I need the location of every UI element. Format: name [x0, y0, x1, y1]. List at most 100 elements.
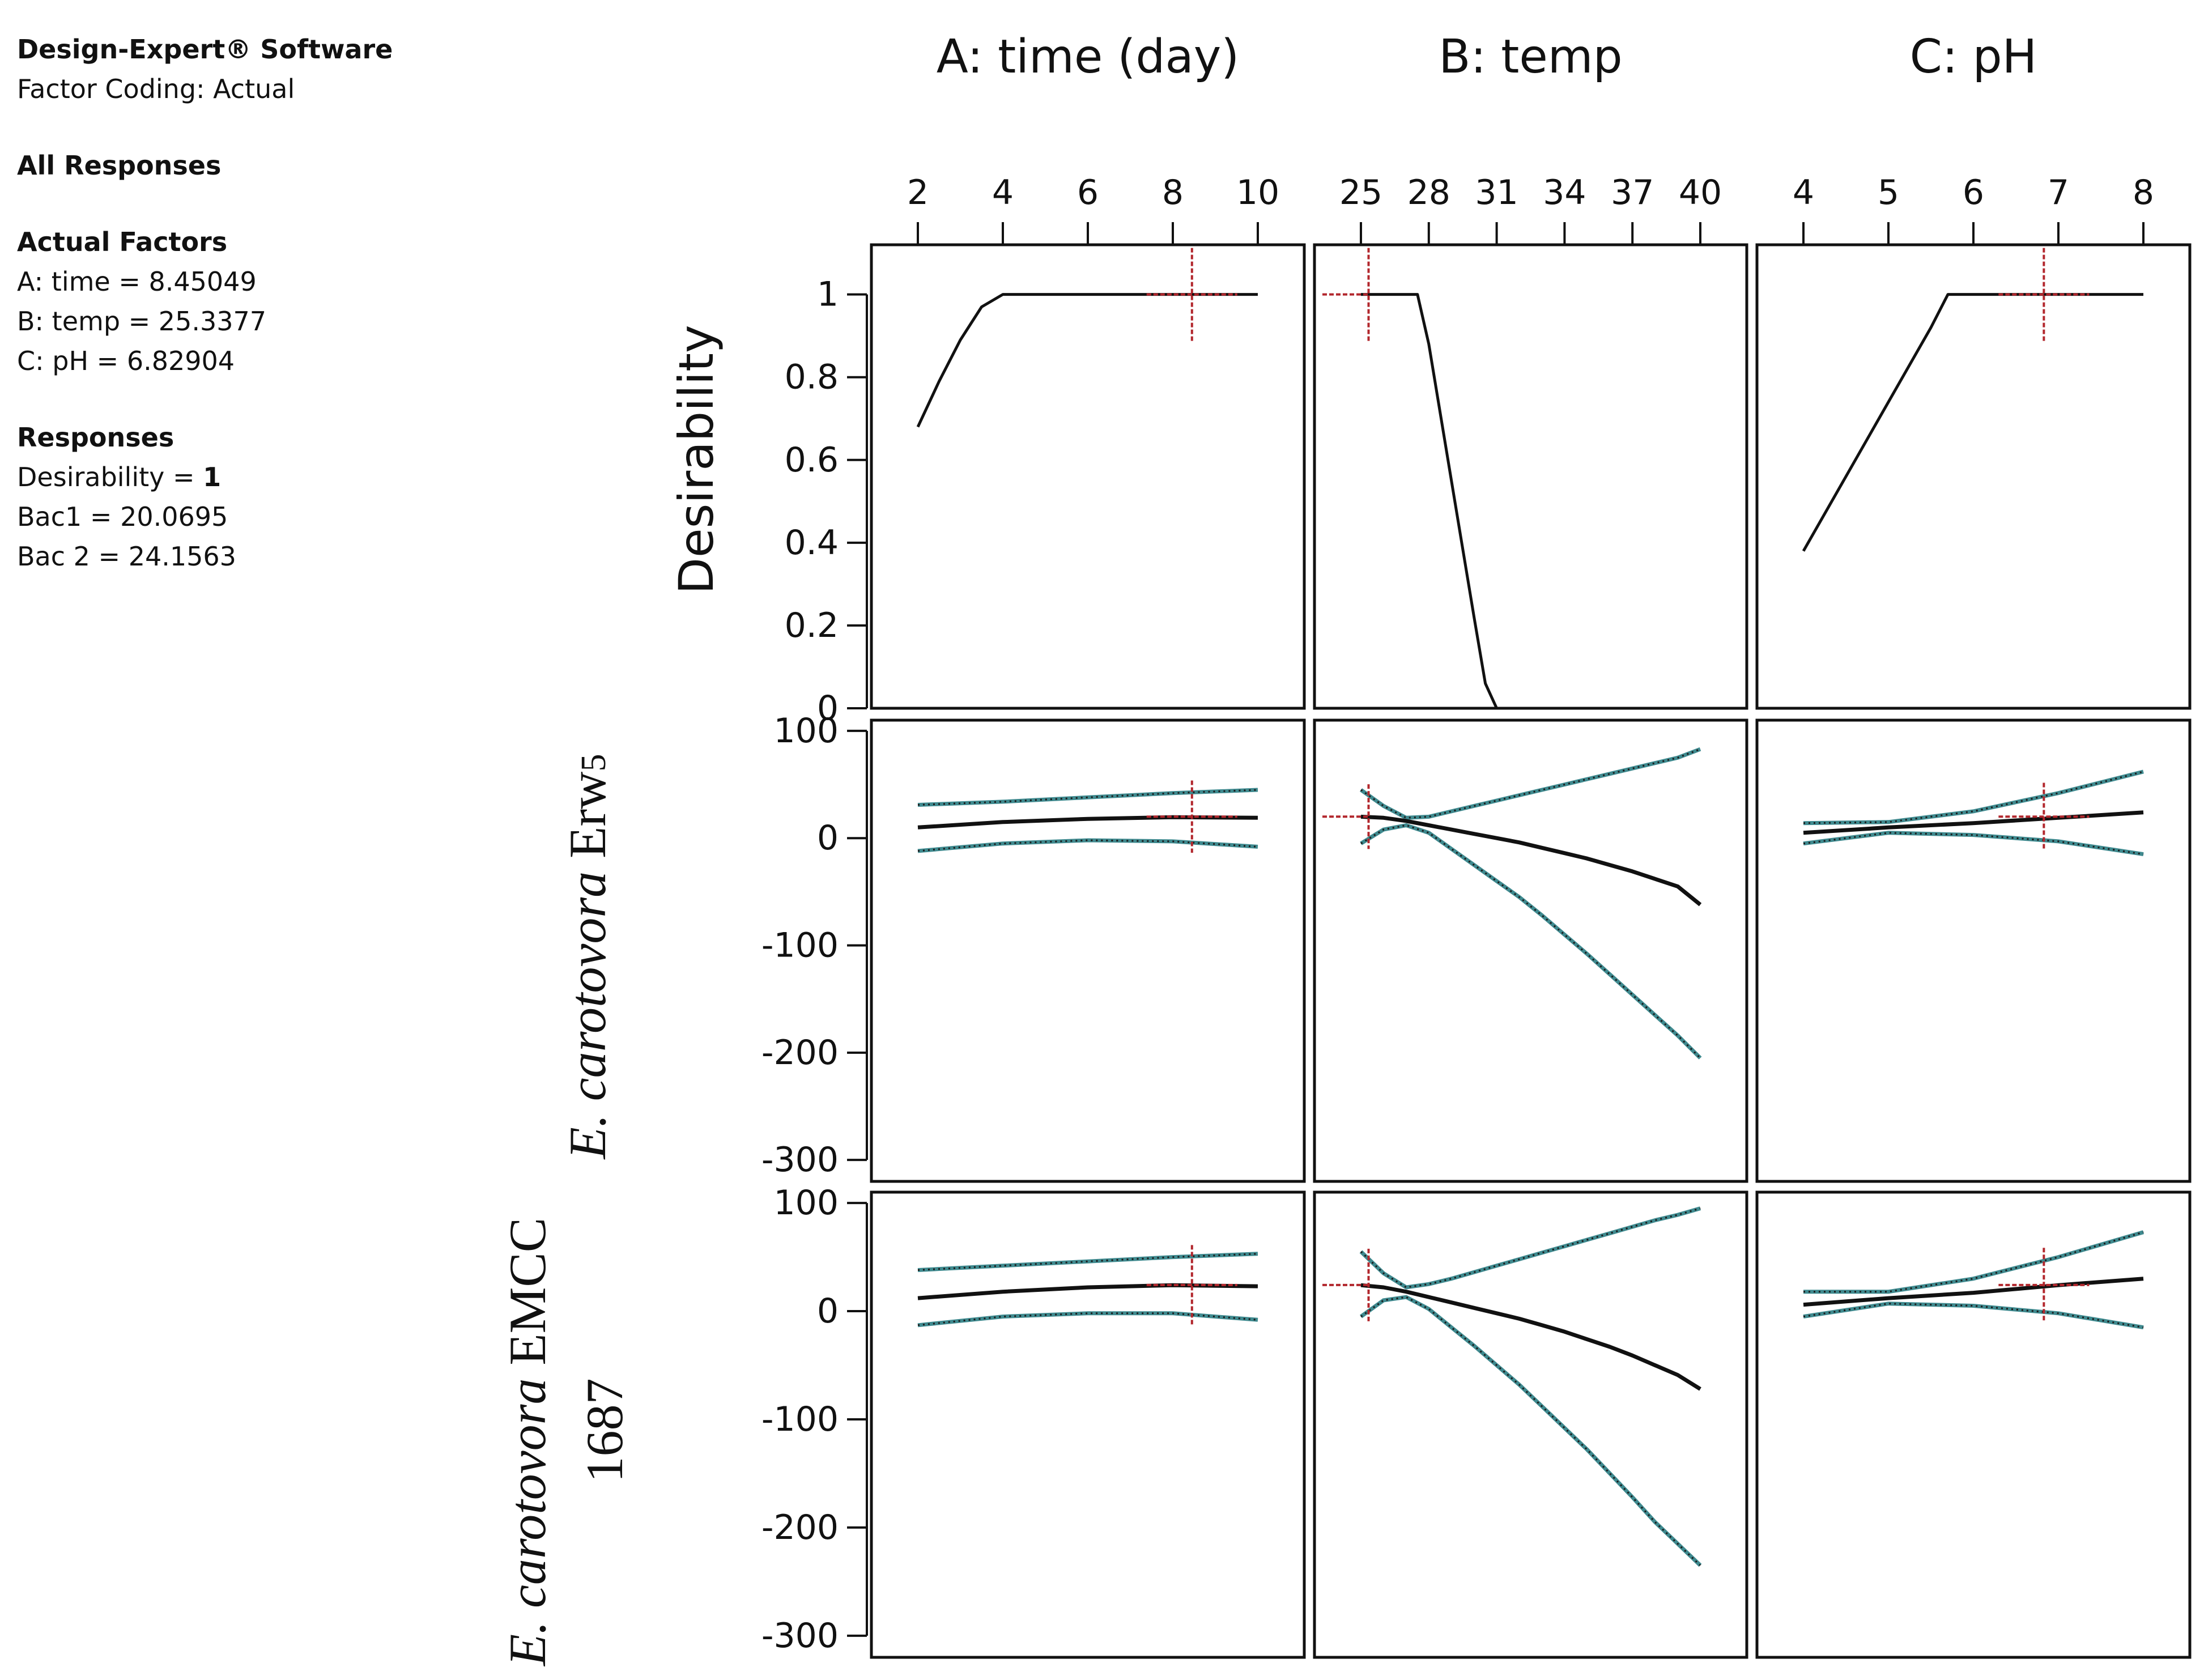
ci-band-upper: [1359, 747, 1701, 820]
ci-band-lower: [1359, 1295, 1702, 1567]
y-tick-label: -200: [761, 1508, 839, 1547]
column-title-B: B: temp: [1439, 30, 1622, 84]
prediction-line: [1803, 1277, 2144, 1307]
panel-frame: [1313, 1190, 1748, 1659]
column-title-C: C: pH: [1910, 30, 2037, 84]
prediction-line: [1361, 293, 1700, 710]
ci-band-lower: [917, 838, 1258, 853]
x-tick-label: 25: [1339, 173, 1382, 212]
y-tick-label: -100: [761, 926, 839, 966]
x-tick-label: 4: [1793, 173, 1814, 212]
panel-frame: [1313, 718, 1748, 1183]
y-tick-label: 0: [817, 818, 839, 858]
x-tick-label: 5: [1878, 173, 1899, 212]
panel-bac2-A: [870, 1190, 1306, 1659]
all-responses-heading: All Responses: [17, 150, 222, 181]
y-tick-label: -300: [761, 1616, 839, 1656]
x-tick-label: 28: [1407, 173, 1450, 212]
ci-band-lower-dots: [917, 839, 1258, 852]
x-tick-label: 6: [1077, 173, 1099, 212]
row-title-bac2-strain: EMCC: [499, 1218, 556, 1366]
panel-bac1-B: [1313, 718, 1748, 1183]
x-tick-label: 34: [1543, 173, 1586, 212]
prediction-line: [916, 293, 1258, 428]
ci-band-upper: [1359, 1206, 1701, 1290]
y-tick-label: 100: [773, 711, 839, 751]
x-tick-label: 31: [1475, 173, 1518, 212]
x-tick-label: 2: [907, 173, 929, 212]
panel-frame: [870, 1190, 1306, 1659]
panel-frame: [1755, 243, 2192, 710]
ci-band-lower-dots: [1803, 832, 2144, 856]
panel-frame: [1755, 1190, 2192, 1659]
row-title-bac1: E. carotovora Erw5: [559, 754, 616, 1160]
ci-band-lower-dots: [917, 1312, 1258, 1326]
panel-desirability-C: [1755, 243, 2192, 710]
x-tick-label: 10: [1236, 173, 1279, 212]
ci-band-lower-dots: [1803, 1303, 2144, 1329]
ci-band-upper-dots: [1803, 771, 2144, 824]
ci-band-upper-dots: [1360, 748, 1701, 819]
panel-frame: [1313, 243, 1748, 710]
responses-heading: Responses: [17, 422, 175, 453]
y-tick-label: 0.4: [785, 523, 839, 563]
y-tick-label: 0.8: [785, 358, 839, 397]
x-tick-label: 6: [1963, 173, 1984, 212]
prediction-line: [917, 815, 1258, 830]
desirability-label: Desirability =: [17, 462, 203, 492]
x-tick-label: 8: [1162, 173, 1184, 212]
y-tick-label: 0: [817, 688, 839, 728]
row-title-bac1-subscript: 5: [575, 754, 613, 772]
bac1-response: Bac1 = 20.0695: [17, 501, 228, 532]
factor-coding: Factor Coding: Actual: [17, 74, 295, 104]
panel-bac1-C: [1755, 718, 2192, 1183]
factor-c-value: C: pH = 6.82904: [17, 346, 235, 376]
ci-band-upper-dots: [917, 789, 1258, 806]
ci-band-lower-dots: [1360, 1296, 1701, 1566]
bac2-response: Bac 2 = 24.1563: [17, 541, 236, 572]
y-tick-label: 0: [817, 1291, 839, 1331]
row-title-bac2: E. carotovora EMCC: [499, 1218, 556, 1667]
x-tick-label: 40: [1679, 173, 1722, 212]
factor-b-value: B: temp = 25.3377: [17, 306, 267, 337]
prediction-line: [1802, 293, 2143, 552]
x-tick-label: 7: [2048, 173, 2069, 212]
row-title-desirability: Desirability: [669, 325, 724, 594]
panel-bac2-C: [1755, 1190, 2192, 1659]
x-tick-label: 4: [992, 173, 1014, 212]
y-tick-label: 0.2: [785, 606, 839, 645]
y-tick-label: 1: [817, 275, 839, 314]
desirability-response: Desirability = 1: [17, 457, 448, 497]
panel-desirability-A: [870, 243, 1306, 710]
ci-band-lower: [1803, 1302, 2144, 1330]
desirability-value: 1: [203, 462, 222, 492]
column-title-A: A: time (day): [937, 30, 1239, 84]
panel-frame: [870, 243, 1306, 710]
panel-frame: [1755, 718, 2192, 1183]
y-tick-label: 100: [773, 1183, 839, 1223]
row-title-bac2-species: E. carotovora: [499, 1366, 556, 1668]
ci-band-upper-dots: [1803, 1231, 2144, 1293]
row-title-bac1-species: E. carotovora: [559, 858, 616, 1160]
y-tick-label: 0.6: [785, 440, 839, 480]
actual-factors-heading: Actual Factors: [17, 227, 228, 257]
panel-frame: [870, 718, 1306, 1183]
x-tick-label: 37: [1611, 173, 1654, 212]
row-title-bac2-line2: 1687: [576, 1379, 633, 1483]
factor-a-value: A: time = 8.45049: [17, 266, 257, 297]
panel-bac1-A: [870, 718, 1306, 1183]
ci-band-lower-dots: [1360, 824, 1701, 1059]
y-tick-label: -200: [761, 1033, 839, 1073]
row-title-bac1-strain: Erw: [559, 771, 616, 858]
prediction-line: [1803, 810, 2144, 835]
y-tick-label: -300: [761, 1140, 839, 1180]
info-panel: Design-Expert® Software Factor Coding: A…: [17, 29, 448, 576]
ci-band-lower: [1360, 823, 1702, 1060]
ci-band-lower: [1803, 831, 2144, 857]
prediction-line: [917, 1283, 1258, 1300]
y-tick-label: -100: [761, 1400, 839, 1439]
ci-band-upper-dots: [917, 1253, 1258, 1271]
software-name: Design-Expert® Software: [17, 34, 393, 65]
prediction-line: [1360, 1283, 1701, 1391]
